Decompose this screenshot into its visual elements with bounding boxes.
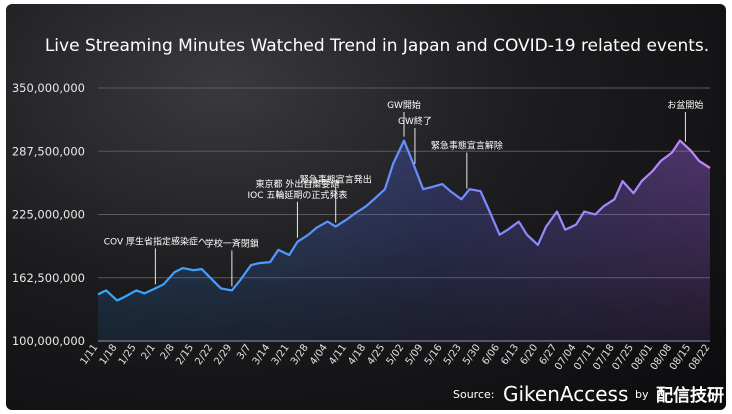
x-tick-label: 08/22: [687, 342, 713, 372]
footer: Source: GikenAccess by 配信技研: [453, 382, 724, 406]
x-axis-ticks: 1/111/181/25 2/1 2/82/152/222/29 3/73/143/2…: [79, 342, 713, 372]
chart-title: Live Streaming Minutes Watched Trend in …: [45, 36, 709, 56]
by-label: by: [635, 388, 649, 401]
y-tick-label: 100,000,000: [12, 334, 85, 348]
x-tick-label: 2/1: [140, 342, 158, 361]
area-fill-layer: [98, 140, 710, 341]
x-tick-label: 6/06: [480, 342, 502, 367]
x-tick-label: 2/29: [212, 342, 234, 367]
annotation-label: GW終了: [398, 115, 432, 127]
annotation-label: 緊急事態宣言発出: [300, 174, 372, 186]
x-tick-label: 6/13: [499, 342, 521, 367]
partner-logo: 配信技研: [656, 385, 724, 406]
x-tick-label: 2/15: [174, 342, 196, 367]
x-tick-label: 1/18: [98, 342, 120, 367]
x-tick-label: 4/04: [308, 342, 330, 367]
series-area: [98, 140, 710, 341]
x-tick-label: 4/11: [327, 342, 349, 367]
y-tick-label: 162,500,000: [12, 271, 85, 285]
y-tick-label: 225,000,000: [12, 208, 85, 222]
x-tick-label: 2/22: [193, 342, 215, 367]
y-tick-label: 350,000,000: [12, 81, 85, 95]
chart-canvas: Live Streaming Minutes Watched Trend in …: [12, 36, 724, 406]
annotation-label: 緊急事態宣言解除: [431, 140, 503, 152]
source-label: Source:: [453, 388, 495, 401]
brand-logo: GikenAccess: [503, 382, 628, 406]
x-tick-label: 4/18: [346, 342, 368, 367]
x-tick-label: 5/16: [423, 342, 445, 367]
x-tick-label: 6/20: [518, 342, 540, 367]
x-tick-label: 5/09: [404, 342, 426, 367]
x-tick-label: 3/14: [251, 342, 273, 367]
annotation-label: COV 厚生省指定感染症へ: [104, 235, 207, 247]
x-tick-label: 3/7: [235, 342, 253, 361]
x-tick-label: 2/8: [159, 342, 177, 361]
annotation-label: 学校一斉閉鎖: [205, 237, 259, 249]
y-axis-ticks: 100,000,000 162,500,000 225,000,000 287,500…: [12, 81, 85, 348]
x-tick-label: 5/23: [442, 342, 464, 367]
annotation-label: お盆開始: [667, 99, 703, 111]
x-tick-label: 5/02: [385, 342, 407, 367]
x-tick-label: 3/28: [289, 342, 311, 367]
x-tick-label: 3/21: [270, 342, 292, 367]
series-line: [97, 139, 711, 302]
annotation-label: GW開始: [387, 99, 421, 111]
line-layer: [97, 139, 711, 302]
chart-frame: Live Streaming Minutes Watched Trend in …: [6, 4, 726, 410]
x-tick-label: 5/30: [461, 342, 483, 367]
y-tick-label: 287,500,000: [12, 144, 85, 158]
x-tick-label: 1/25: [117, 342, 139, 367]
x-tick-label: 4/25: [365, 342, 387, 367]
annotation-label: IOC 五輪延期の正式発表: [248, 189, 348, 201]
annotation-label: 東京都 外出自粛要請: [256, 178, 340, 190]
